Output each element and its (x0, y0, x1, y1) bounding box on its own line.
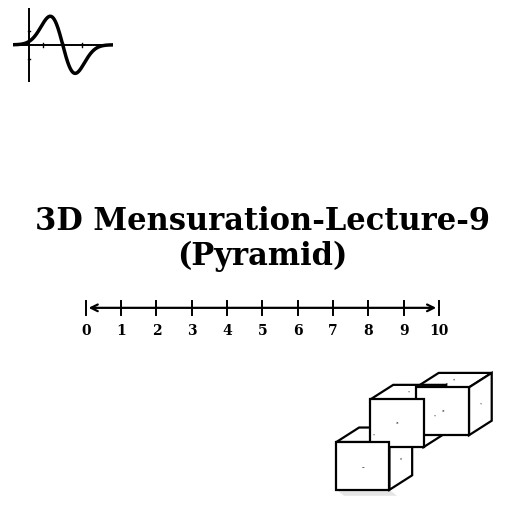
Polygon shape (469, 373, 492, 435)
Text: ÷: ÷ (373, 433, 375, 437)
Text: ÷: ÷ (479, 402, 481, 406)
Text: (Pyramid): (Pyramid) (177, 241, 348, 272)
Polygon shape (371, 399, 423, 447)
Polygon shape (423, 385, 446, 447)
Text: 7: 7 (328, 325, 338, 338)
Text: −: − (361, 464, 364, 468)
Text: 2: 2 (152, 325, 161, 338)
Text: 6: 6 (293, 325, 303, 338)
Text: +: + (453, 378, 455, 382)
Polygon shape (371, 385, 446, 399)
Polygon shape (336, 490, 397, 496)
Text: ÷: ÷ (434, 414, 436, 418)
Text: 3D Mensuration-Lecture-9: 3D Mensuration-Lecture-9 (35, 206, 490, 237)
Text: ×: × (396, 421, 398, 425)
Text: 10: 10 (429, 325, 449, 338)
Polygon shape (336, 442, 390, 490)
Polygon shape (336, 428, 412, 442)
Text: ×: × (441, 409, 444, 413)
Text: 8: 8 (364, 325, 373, 338)
Text: ÷: ÷ (408, 390, 410, 394)
Polygon shape (416, 373, 492, 388)
Polygon shape (416, 388, 469, 435)
Polygon shape (390, 428, 412, 490)
Text: 1: 1 (116, 325, 126, 338)
Text: 5: 5 (258, 325, 267, 338)
Text: 3: 3 (187, 325, 197, 338)
Text: 4: 4 (222, 325, 232, 338)
Text: 0: 0 (81, 325, 91, 338)
Text: ×: × (400, 457, 402, 461)
Text: 9: 9 (399, 325, 409, 338)
